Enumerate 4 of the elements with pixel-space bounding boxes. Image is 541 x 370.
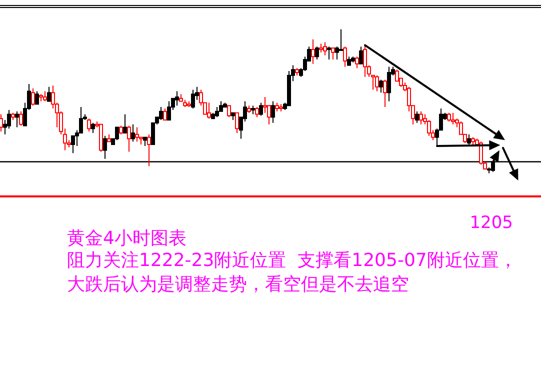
annotation: 1205 xyxy=(470,213,513,233)
annotation: 阻力关注1222-23附近位置 支撑看1205-07附近位置， xyxy=(67,250,517,271)
annotation: 大跌后认为是调整走势，看空但是不去追空 xyxy=(67,274,409,295)
title: 黄金4小时图表 xyxy=(67,228,186,249)
